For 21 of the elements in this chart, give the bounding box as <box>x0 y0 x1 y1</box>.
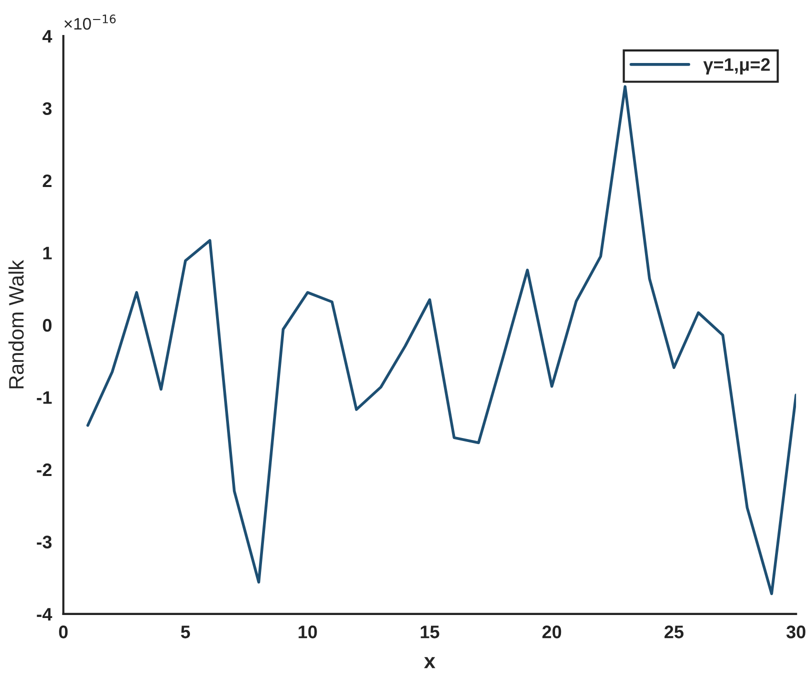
x-tick-label: 25 <box>664 626 684 638</box>
x-axis-title: x <box>424 657 436 668</box>
y-tick-label: 3 <box>42 102 52 116</box>
y-tick-label: 0 <box>42 318 52 332</box>
text: ×10$^{−16}$ <box>64 14 116 30</box>
y-tick-label: 2 <box>42 174 52 188</box>
y-tick-label: -3 <box>36 536 52 548</box>
y-tick-label: -1 <box>36 391 52 404</box>
y-tick-label: 1 <box>43 246 52 260</box>
y-axis-title: Random Walk <box>8 260 24 388</box>
y-tick-label: -4 <box>36 608 52 621</box>
x-tick-label: 30 <box>786 626 806 638</box>
x-tick-label: 20 <box>542 626 562 638</box>
x-tick-label: 0 <box>59 626 68 638</box>
x-tick-label: 5 <box>181 626 190 638</box>
legend-label: γ=1,μ=2 <box>703 58 770 75</box>
line-series <box>86 85 796 596</box>
x-tick-label: 10 <box>298 626 317 638</box>
x-tick-label: 15 <box>420 626 440 638</box>
y-tick-label: -2 <box>36 463 52 476</box>
y-tick-label: 4 <box>42 30 52 43</box>
